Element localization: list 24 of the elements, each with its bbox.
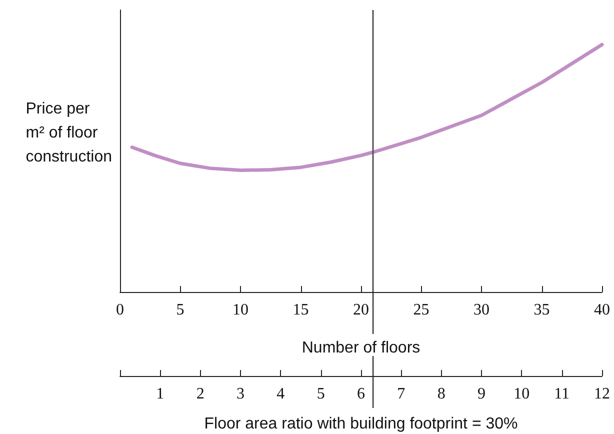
x2-tick-label: 2 [196,386,204,402]
x-tick-label: 10 [232,302,248,318]
x2-tick-label: 6 [357,386,365,402]
x-axis-title: Number of floors [302,340,420,356]
x2-tick-label: 10 [514,386,530,402]
x2-tick-label: 11 [554,386,570,402]
x-tick-label: 25 [413,302,430,318]
x-tick-label: 30 [474,302,490,318]
x-tick-label: 35 [534,302,550,318]
x-tick-label: 40 [594,302,610,318]
x2-axis-title: Floor area ratio with building footprint = 30% [204,416,518,432]
x2-tick-label: 8 [437,386,446,402]
x-tick-label: 5 [176,302,184,318]
x2-tick-label: 1 [156,386,164,402]
x2-tick-label: 4 [276,386,285,402]
x-tick-label: 20 [353,302,369,318]
x2-tick-label: 7 [397,386,406,402]
x2-tick-label: 12 [594,386,610,402]
x2-tick-label: 3 [236,386,244,402]
x-tick-label: 15 [292,302,309,318]
x-tick-label: 0 [116,302,124,318]
y-axis-title: Price per m² of floor construction [26,100,112,166]
x2-tick-label: 9 [478,386,486,402]
x2-tick-label: 5 [316,386,325,402]
